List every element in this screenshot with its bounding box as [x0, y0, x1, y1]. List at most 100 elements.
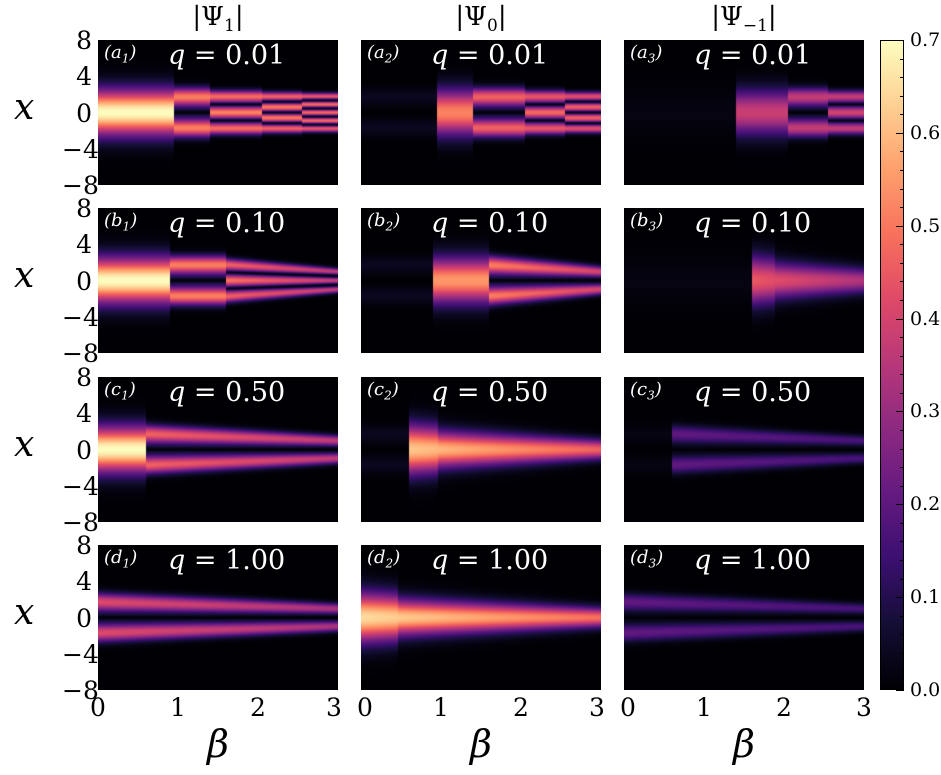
colorbar-minor-tick [900, 652, 904, 654]
q-label-b1: q = 0.10 [168, 208, 286, 239]
colorbar-minor-tick [900, 207, 904, 209]
panel-a3: (a3) q = 0.01 [624, 40, 864, 185]
panel-label-d3: (d3) [630, 547, 664, 571]
q-label-a2: q = 0.01 [431, 40, 549, 71]
colorbar-tick-label-1: 0.6 [910, 121, 941, 144]
panel-a2: (a2) q = 0.01 [361, 40, 601, 185]
heatmap-b1 [98, 208, 338, 353]
colorbar-minor-tick [900, 671, 904, 673]
colorbar-minor-tick [900, 467, 904, 469]
panel-label-d2: (d2) [367, 547, 401, 571]
colorbar-tick-2 [896, 225, 904, 227]
colorbar-minor-tick [900, 615, 904, 617]
panel-label-b2: (b2) [367, 210, 401, 234]
y-tick-0-3: −4 [62, 134, 99, 164]
x-tick-1-0: 0 [357, 693, 373, 722]
colorbar-tick-4 [896, 411, 904, 413]
panel-d1: (d1) q = 1.00 [98, 545, 338, 690]
y-tick-0-0: 8 [76, 26, 92, 55]
colorbar-minor-tick [900, 244, 904, 246]
colorbar-minor-tick [900, 392, 904, 394]
panel-label-a2: (a2) [367, 42, 400, 66]
colorbar-minor-tick [900, 77, 904, 79]
x-tick-2-1: 1 [696, 693, 712, 722]
y-axis-label-2: x [14, 254, 35, 296]
y-tick-3-2: 0 [76, 603, 92, 633]
colorbar [880, 40, 904, 690]
x-tick-0-1: 1 [170, 693, 186, 722]
y-tick-3-0: 8 [76, 531, 92, 560]
panel-c3: (c3) q = 0.50 [624, 377, 864, 522]
colorbar-minor-tick [900, 578, 904, 580]
x-axis-label-2: β [470, 722, 492, 766]
heatmap-c3 [624, 377, 864, 522]
panel-b2: (b2) q = 0.10 [361, 208, 601, 353]
colorbar-minor-tick [900, 541, 904, 543]
y-tick-1-0: 8 [76, 194, 92, 223]
panel-label-b3: (b3) [630, 210, 664, 234]
colorbar-tick-label-6: 0.1 [910, 586, 941, 609]
heatmap-d3 [624, 545, 864, 690]
panel-label-c1: (c1) [104, 379, 136, 403]
colorbar-minor-tick [900, 448, 904, 450]
y-tick-0-4: −8 [62, 171, 99, 200]
panel-label-b1: (b1) [104, 210, 138, 234]
column-title-2: |Ψ0| [455, 2, 507, 37]
y-tick-3-1: 4 [76, 567, 92, 597]
panel-label-c3: (c3) [630, 379, 662, 403]
heatmap-d1 [98, 545, 338, 690]
y-tick-1-2: 0 [76, 266, 92, 296]
x-tick-1-3: 3 [589, 693, 605, 722]
x-tick-0-2: 2 [250, 693, 266, 722]
colorbar-tick-label-5: 0.2 [910, 493, 941, 516]
y-axis-label-4: x [14, 591, 35, 633]
colorbar-minor-tick [900, 337, 904, 339]
colorbar-tick-label-4: 0.3 [910, 400, 941, 423]
column-title-1: |Ψ1| [192, 2, 244, 37]
colorbar-minor-tick [900, 300, 904, 301]
x-tick-0-0: 0 [90, 693, 106, 722]
heatmap-b2 [361, 208, 601, 353]
colorbar-minor-tick [900, 281, 904, 283]
column-title-3: |Ψ−1| [711, 2, 777, 37]
colorbar-minor-tick [900, 374, 904, 376]
colorbar-minor-tick [900, 634, 904, 636]
panel-d3: (d3) q = 1.00 [624, 545, 864, 690]
x-tick-1-2: 2 [513, 693, 529, 722]
x-tick-1-1: 1 [433, 693, 449, 722]
panel-c1: (c1) q = 0.50 [98, 377, 338, 522]
heatmap-a3 [624, 40, 864, 185]
q-label-a1: q = 0.01 [168, 40, 286, 71]
x-tick-2-0: 0 [620, 693, 636, 722]
heatmap-c1 [98, 377, 338, 522]
y-tick-0-2: 0 [76, 98, 92, 128]
colorbar-minor-tick [900, 560, 904, 561]
x-tick-2-3: 3 [856, 693, 872, 722]
colorbar-tick-5 [896, 504, 904, 506]
panel-a1: (a1) q = 0.01 [98, 40, 338, 185]
heatmap-c2 [361, 377, 601, 522]
heatmap-a1 [98, 40, 338, 185]
colorbar-minor-tick [900, 151, 904, 153]
y-tick-1-1: 4 [76, 230, 92, 260]
q-label-c2: q = 0.50 [431, 377, 549, 408]
panel-label-a3: (a3) [630, 42, 663, 66]
panel-d2: (d2) q = 1.00 [361, 545, 601, 690]
x-tick-2-2: 2 [776, 693, 792, 722]
y-tick-1-4: −8 [62, 339, 99, 368]
y-tick-2-4: −8 [62, 508, 99, 537]
panel-label-c2: (c2) [367, 379, 399, 403]
colorbar-tick-6 [896, 597, 904, 599]
colorbar-tick-label-0: 0.7 [910, 29, 941, 51]
colorbar-tick-0 [896, 40, 904, 41]
x-axis-label-3: β [733, 722, 755, 766]
colorbar-tick-3 [896, 318, 904, 320]
colorbar-minor-tick [900, 355, 904, 357]
y-tick-3-3: −4 [62, 639, 99, 669]
y-tick-2-2: 0 [76, 435, 92, 465]
q-label-d1: q = 1.00 [168, 545, 286, 576]
heatmap-a2 [361, 40, 601, 185]
panel-label-a1: (a1) [104, 42, 137, 66]
colorbar-minor-tick [900, 485, 904, 487]
colorbar-minor-tick [900, 262, 904, 264]
